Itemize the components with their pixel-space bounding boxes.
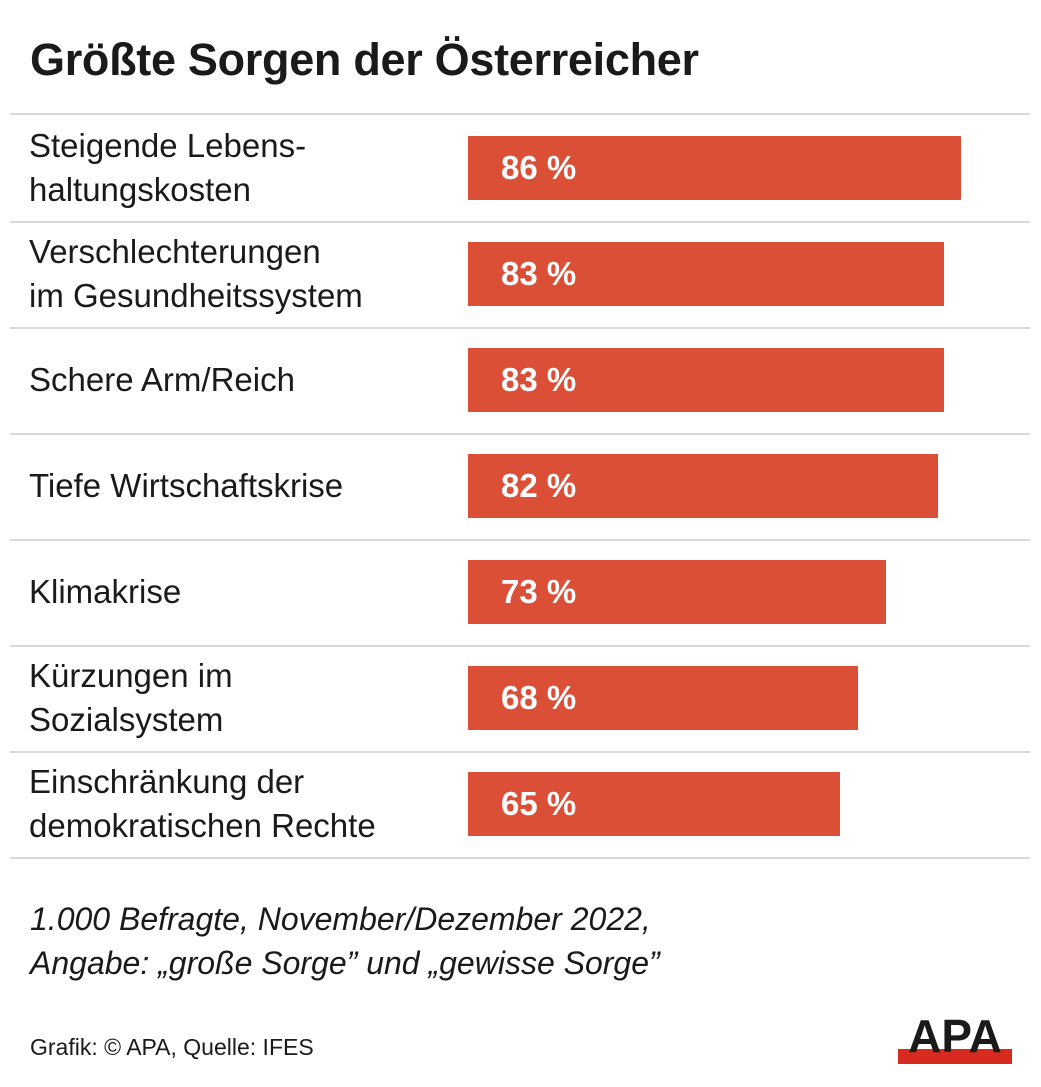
bar-row: Schere Arm/Reich 83 % [10, 327, 1030, 433]
bar: 65 % [468, 772, 841, 836]
row-divider [10, 857, 1030, 859]
category-label: Steigende Lebens- haltungskosten [29, 127, 307, 208]
bar-value-label: 82 % [501, 467, 577, 504]
row-divider [10, 327, 1030, 329]
category-label: Verschlechterungen im Gesundheitssystem [29, 233, 363, 314]
footnote: 1.000 Befragte, November/Dezember 2022, … [30, 901, 660, 981]
bar-row: Verschlechterungen im Gesundheitssystem 8… [10, 221, 1030, 327]
logo-text: APA [908, 1012, 1002, 1062]
bar: 83 % [468, 242, 944, 306]
bar-value-label: 83 % [501, 361, 577, 398]
category-label: Schere Arm/Reich [29, 361, 295, 398]
apa-logo: APA [898, 1012, 1012, 1064]
bar: 86 % [468, 136, 961, 200]
bar-row: Kürzungen im Sozialsystem 68 % [10, 645, 1030, 751]
row-divider [10, 433, 1030, 435]
bar-value-label: 65 % [501, 785, 577, 822]
category-label: Einschränkung der demokratischen Rechte [29, 763, 376, 844]
bar-row: Einschränkung der demokratischen Rechte 6… [10, 751, 1030, 857]
source-credit: Grafik: © APA, Quelle: IFES [30, 1034, 314, 1060]
category-label: Tiefe Wirtschaftskrise [29, 467, 344, 504]
row-divider [10, 221, 1030, 223]
bar-value-label: 73 % [501, 573, 577, 610]
bar: 73 % [468, 560, 887, 624]
bar: 68 % [468, 666, 858, 730]
bar-row: Klimakrise 73 % [10, 539, 1030, 645]
bar-row: Steigende Lebens- haltungskosten 86 % [10, 115, 1030, 221]
bar-value-label: 83 % [501, 255, 577, 292]
category-label: Klimakrise [29, 573, 182, 610]
bar-value-label: 68 % [501, 679, 577, 716]
category-label: Kürzungen im Sozialsystem [29, 657, 233, 738]
logo-red-bar [898, 1049, 1012, 1064]
row-divider [10, 751, 1030, 753]
row-divider [10, 645, 1030, 647]
bar-row: Tiefe Wirtschaftskrise 82 % [10, 433, 1030, 539]
bar-value-label: 86 % [501, 149, 577, 186]
row-divider [10, 113, 1030, 115]
row-divider [10, 539, 1030, 541]
chart-title: Größte Sorgen der Österreicher [30, 34, 699, 85]
bar-chart: Steigende Lebens- haltungskosten 86 % Vers… [10, 113, 1030, 861]
bar: 83 % [468, 348, 944, 412]
bar: 82 % [468, 454, 938, 518]
